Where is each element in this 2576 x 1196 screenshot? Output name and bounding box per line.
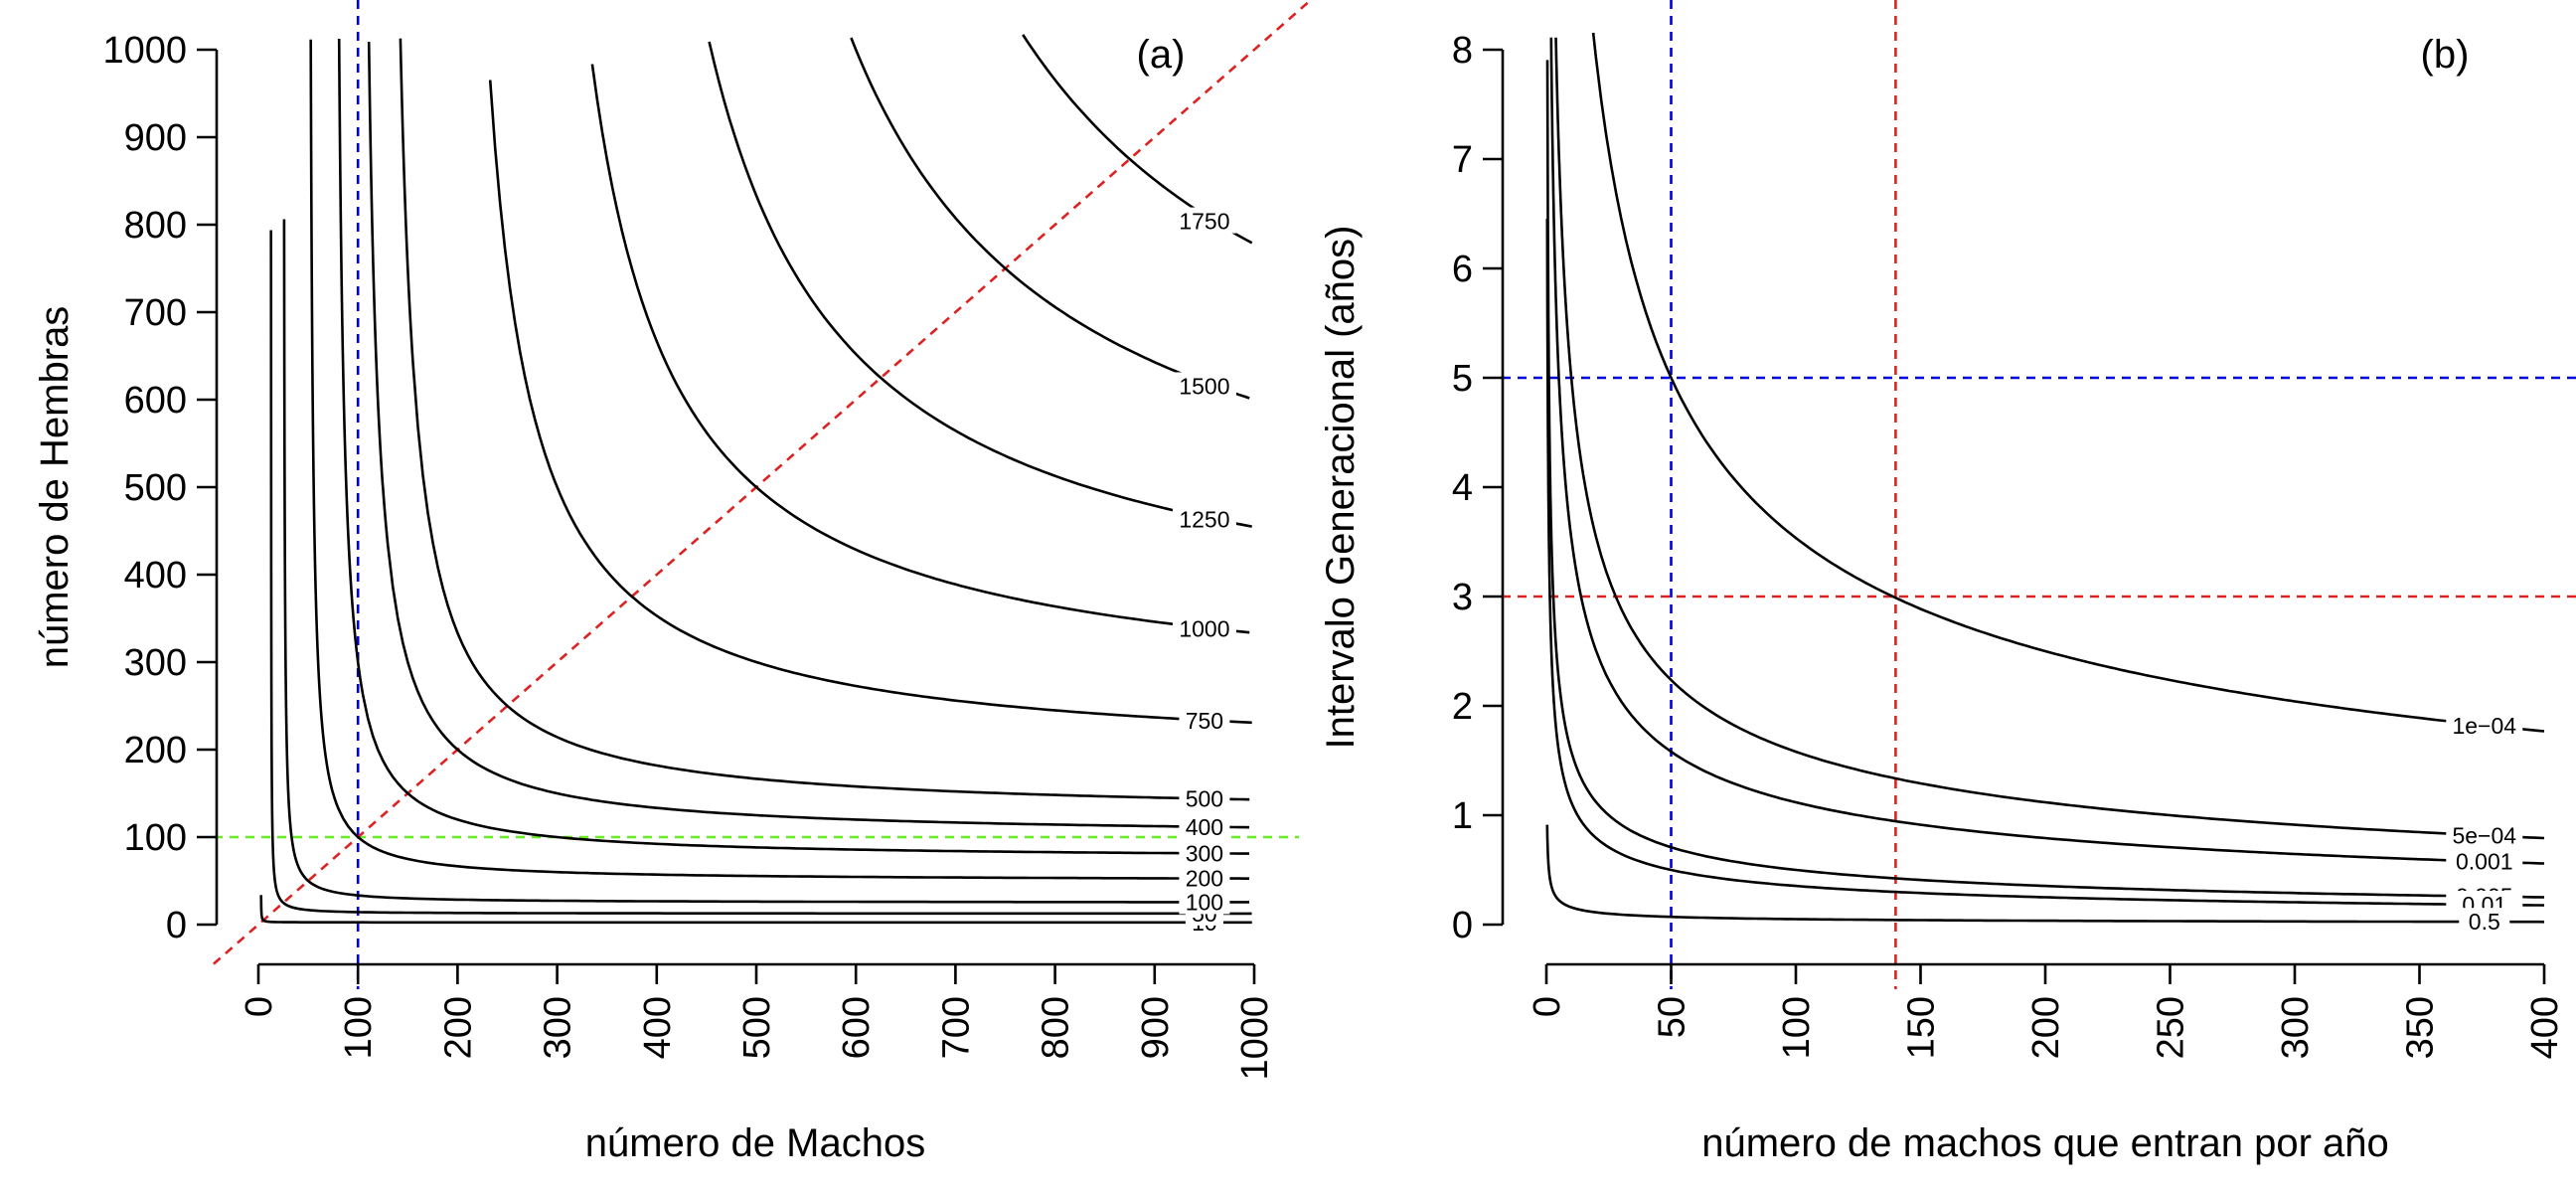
x-tick-label: 0 <box>239 996 280 1017</box>
y-tick-label: 800 <box>124 205 187 247</box>
x-tick-label: 200 <box>2025 996 2067 1059</box>
contour-line-50 <box>269 230 1252 916</box>
contour-label-bg <box>1179 839 1230 866</box>
contour-line-200 <box>309 39 1249 880</box>
y-tick-label: 8 <box>1452 30 1473 72</box>
contour-label-bg <box>1172 505 1236 532</box>
contour-label: 1e−04 <box>2452 713 2516 739</box>
contour-label: 300 <box>1186 840 1223 866</box>
contour-line-5e04 <box>1554 37 2545 840</box>
y-tick-label: 6 <box>1452 249 1473 290</box>
contour-label-bg <box>1179 706 1230 733</box>
contour-label: 400 <box>1186 814 1223 840</box>
y-tick-label: 700 <box>124 292 187 334</box>
x-tick-label: 700 <box>935 996 977 1059</box>
x-tick-label: 800 <box>1036 996 1077 1059</box>
contour-line-1000 <box>590 64 1250 634</box>
contour-label: 1500 <box>1179 373 1229 399</box>
contour-line-400 <box>367 41 1250 829</box>
contour-label: 200 <box>1186 866 1223 892</box>
x-tick-label: 50 <box>1652 996 1693 1038</box>
contour-line-0.005 <box>1545 60 2545 899</box>
contour-line-100 <box>282 219 1249 904</box>
y-tick-label: 1000 <box>102 30 187 72</box>
y-tick-label: 300 <box>124 642 187 684</box>
x-tick-label: 600 <box>836 996 878 1059</box>
contour-line-0.001 <box>1549 37 2545 865</box>
contour-label-bg <box>1172 372 1236 399</box>
y-tick-label: 2 <box>1452 686 1473 728</box>
x-tick-label: 300 <box>2275 996 2317 1059</box>
panel-b-chart: 1e−045e−040.0010.0050.010.50501001502002… <box>1319 0 2576 1165</box>
contour-line-1250 <box>708 41 1252 528</box>
x-tick-label: 900 <box>1135 996 1177 1059</box>
x-tick-label: 400 <box>2524 996 2566 1059</box>
contour-label: 0.001 <box>2456 849 2513 875</box>
x-tick-label: 200 <box>437 996 479 1059</box>
y-tick-label: 600 <box>124 380 187 422</box>
contour-label-bg <box>1179 864 1230 891</box>
y-tick-label: 0 <box>166 905 187 946</box>
contour-label-bg <box>1172 207 1236 234</box>
contour-line-10 <box>259 895 1252 925</box>
y-tick-label: 1 <box>1452 795 1473 837</box>
y-tick-label: 4 <box>1452 467 1473 509</box>
x-tick-label: 0 <box>1527 996 1568 1017</box>
y-tick-label: 7 <box>1452 139 1473 181</box>
reference-line-diagonal <box>213 0 1313 965</box>
contour-label: 500 <box>1186 786 1223 812</box>
y-tick-label: 500 <box>124 467 187 509</box>
contour-label: 1250 <box>1179 506 1229 532</box>
contour-line-1e04 <box>1591 32 2545 733</box>
x-tick-label: 500 <box>736 996 778 1059</box>
contour-line-0.5 <box>1545 824 2545 924</box>
x-tick-label: 300 <box>538 996 579 1059</box>
contour-label-bg <box>1179 784 1230 811</box>
x-tick-label: 250 <box>2151 996 2192 1059</box>
contour-label: 750 <box>1186 708 1223 734</box>
contour-line-0.01 <box>1545 218 2545 907</box>
contour-group <box>1545 32 2545 924</box>
panel-a-chart: 1050100200300400500750100012501500175001… <box>33 0 1313 1165</box>
contour-group <box>259 34 1253 925</box>
contour-label-bg <box>2446 711 2523 738</box>
contour-label: 0.5 <box>2469 909 2500 935</box>
contour-label: 1750 <box>1179 209 1229 235</box>
contour-label-bg <box>1179 812 1230 839</box>
contour-label-bg <box>2459 908 2510 935</box>
x-tick-label: 100 <box>1776 996 1818 1059</box>
y-tick-label: 100 <box>124 817 187 859</box>
x-axis-title: número de Machos <box>585 1121 925 1165</box>
contour-line-500 <box>399 38 1250 801</box>
x-tick-label: 100 <box>338 996 380 1059</box>
y-tick-label: 900 <box>124 117 187 159</box>
contour-label-bg <box>2446 847 2523 874</box>
y-axis-title: número de Hembras <box>33 306 77 669</box>
y-tick-label: 3 <box>1452 577 1473 618</box>
contour-label: 5e−04 <box>2452 823 2516 849</box>
y-tick-label: 5 <box>1452 358 1473 400</box>
panel-label: (b) <box>2421 33 2470 77</box>
y-tick-label: 400 <box>124 555 187 597</box>
x-axis-title: número de machos que entran por año <box>1701 1121 2389 1165</box>
y-tick-label: 200 <box>124 730 187 771</box>
contour-label: 100 <box>1186 889 1223 915</box>
contour-line-750 <box>488 80 1252 725</box>
contour-label-bg <box>2446 821 2523 848</box>
y-axis-title: Intervalo Generacional (años) <box>1319 226 1363 750</box>
contour-label-bg <box>1179 888 1230 915</box>
x-tick-label: 150 <box>1901 996 1943 1059</box>
contour-label: 1000 <box>1179 616 1229 642</box>
panel-label: (a) <box>1137 33 1186 77</box>
contour-line-300 <box>337 38 1249 855</box>
x-tick-label: 1000 <box>1234 996 1276 1081</box>
y-tick-label: 0 <box>1452 905 1473 946</box>
contour-label-bg <box>1172 614 1236 641</box>
x-tick-label: 400 <box>637 996 679 1059</box>
x-tick-label: 350 <box>2400 996 2442 1059</box>
